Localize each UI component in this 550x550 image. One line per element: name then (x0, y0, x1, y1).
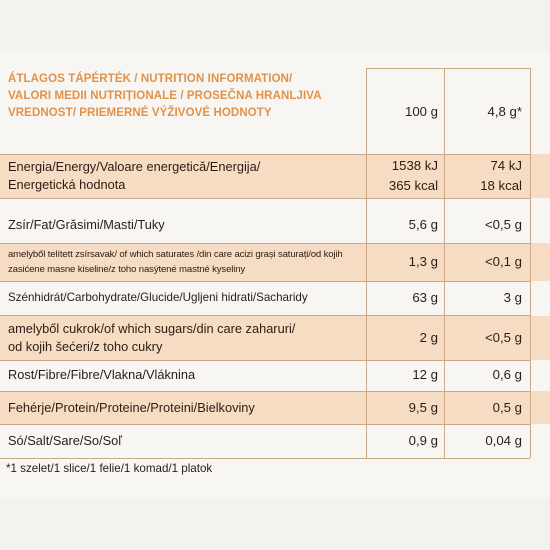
row-name: Zsír/Fat/Grăsimi/Masti/Tuky (8, 207, 366, 243)
row-name: amelyből telített zsírsavak/ of which sa… (8, 243, 366, 281)
header-per-100g: 100 g (372, 68, 438, 138)
nutrition-label: ÁTLAGOS TÁPÉRTÉK / NUTRITION INFORMATION… (0, 52, 550, 498)
value: 3 g (503, 290, 522, 305)
value: 9,5 g (408, 399, 438, 415)
header-per-serving-label: 4,8 g* (487, 104, 522, 119)
value: 0,5 g (492, 399, 522, 415)
value-kj: 74 kJ (490, 158, 522, 173)
column-divider (444, 68, 445, 458)
row-name-line: Energetická hodnota (8, 177, 126, 192)
value-kj: 1538 kJ (391, 158, 438, 173)
value: 0,9 g (408, 433, 438, 448)
row-per-serving: 0,6 g (446, 359, 522, 391)
row-divider (0, 281, 530, 282)
row-name-line: Fehérje/Protein/Proteine/Proteini/Bielko… (8, 399, 255, 415)
value: <0,5 g (484, 217, 522, 232)
value: 63 g (412, 290, 438, 305)
row-divider (0, 154, 530, 155)
row-divider (0, 424, 530, 425)
row-per-serving: <0,5 g (446, 207, 522, 243)
table-row-fat: Zsír/Fat/Grăsimi/Masti/Tuky 5,6 g <0,5 g (0, 207, 550, 243)
row-per-100g: 12 g (372, 359, 438, 391)
value: 0,6 g (492, 367, 522, 382)
row-divider (366, 68, 530, 69)
row-per-serving: 74 kJ 18 kcal (446, 154, 522, 198)
row-name-line: zasićene masne kiseline/z toho nasýtené … (8, 264, 246, 275)
column-divider (530, 68, 531, 458)
table-row-carbohydrate: Szénhidrát/Carbohydrate/Glucide/Ugljeni … (0, 282, 550, 314)
row-per-100g: 1,3 g (372, 243, 438, 281)
row-divider (0, 198, 530, 199)
header-title: ÁTLAGOS TÁPÉRTÉK / NUTRITION INFORMATION… (8, 68, 366, 138)
row-name-line: Szénhidrát/Carbohydrate/Glucide/Ugljeni … (8, 291, 308, 304)
row-name: Só/Salt/Sare/So/Soľ (8, 424, 366, 458)
header-per-100g-label: 100 g (404, 104, 438, 119)
serving-footnote: *1 szelet/1 slice/1 felie/1 komad/1 plat… (6, 462, 213, 475)
value: 0,04 g (485, 433, 522, 448)
value-kcal: 18 kcal (480, 178, 522, 193)
row-name: Szénhidrát/Carbohydrate/Glucide/Ugljeni … (8, 282, 366, 314)
column-divider (366, 68, 367, 458)
header-title-line: ÁTLAGOS TÁPÉRTÉK / NUTRITION INFORMATION… (8, 73, 293, 85)
row-per-serving: 3 g (446, 282, 522, 314)
row-per-100g: 1538 kJ 365 kcal (372, 154, 438, 198)
row-name: Rost/Fibre/Fibre/Vlakna/Vláknina (8, 359, 366, 391)
row-per-serving: 0,04 g (446, 424, 522, 458)
row-per-100g: 0,9 g (372, 424, 438, 458)
table-row-salt: Só/Salt/Sare/So/Soľ 0,9 g 0,04 g (0, 424, 550, 458)
table-row-energy: Energia/Energy/Valoare energetică/Energi… (0, 154, 550, 198)
row-per-serving: <0,1 g (446, 243, 522, 281)
row-per-serving: <0,5 g (446, 316, 522, 360)
header-title-line: VREDNOST/ PRIEMERNÉ VÝŽIVOVÉ HODNOTY (8, 107, 272, 119)
row-divider (0, 391, 530, 392)
row-name: Energia/Energy/Valoare energetică/Energi… (8, 154, 366, 198)
row-divider (0, 315, 530, 316)
table-row-fibre: Rost/Fibre/Fibre/Vlakna/Vláknina 12 g 0,… (0, 359, 550, 391)
row-name-line: Só/Salt/Sare/So/Soľ (8, 433, 122, 448)
value: 1,3 g (408, 254, 438, 269)
row-per-serving: 0,5 g (446, 391, 522, 424)
row-per-100g: 9,5 g (372, 391, 438, 424)
table-row-saturates: amelyből telített zsírsavak/ of which sa… (0, 243, 550, 281)
row-per-100g: 2 g (372, 316, 438, 360)
row-name-line: Energia/Energy/Valoare energetică/Energi… (8, 159, 261, 174)
value: <0,1 g (484, 254, 522, 269)
row-name-line: amelyből telített zsírsavak/ of which sa… (8, 249, 343, 260)
value: 5,6 g (408, 217, 438, 232)
table-header: ÁTLAGOS TÁPÉRTÉK / NUTRITION INFORMATION… (0, 68, 550, 138)
row-per-100g: 5,6 g (372, 207, 438, 243)
row-divider (0, 243, 530, 244)
table-row-protein: Fehérje/Protein/Proteine/Proteini/Bielko… (0, 391, 550, 424)
row-name: amelyből cukrok/of which sugars/din care… (8, 316, 366, 360)
row-per-100g: 63 g (372, 282, 438, 314)
row-name-line: Zsír/Fat/Grăsimi/Masti/Tuky (8, 217, 165, 232)
value-kcal: 365 kcal (388, 178, 438, 193)
row-name: Fehérje/Protein/Proteine/Proteini/Bielko… (8, 391, 366, 424)
header-title-line: VALORI MEDII NUTRIȚIONALE / PROSEČNA HRA… (8, 90, 322, 102)
header-per-serving: 4,8 g* (446, 68, 522, 138)
row-name-line: amelyből cukrok/of which sugars/din care… (8, 321, 296, 336)
row-divider (0, 360, 530, 361)
row-divider (0, 458, 530, 459)
row-name-line: od kojih šećeri/z toho cukry (8, 339, 163, 354)
value: <0,5 g (484, 330, 522, 345)
bottom-margin (0, 498, 550, 550)
table-row-sugars: amelyből cukrok/of which sugars/din care… (0, 316, 550, 360)
value: 2 g (419, 330, 438, 345)
value: 12 g (412, 367, 438, 382)
row-name-line: Rost/Fibre/Fibre/Vlakna/Vláknina (8, 367, 196, 382)
top-margin (0, 0, 550, 52)
